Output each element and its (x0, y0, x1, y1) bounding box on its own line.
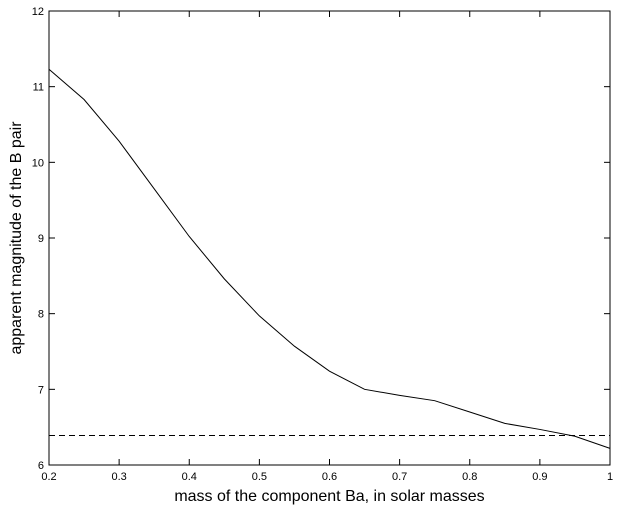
x-tick-label: 0.7 (392, 471, 407, 483)
x-tick-label: 0.5 (252, 471, 267, 483)
y-tick-label: 6 (38, 460, 44, 472)
x-tick-label: 1 (607, 471, 613, 483)
x-axis-label: mass of the component Ba, in solar masse… (174, 488, 484, 505)
y-tick-label: 12 (32, 6, 44, 18)
plot-frame (48, 10, 611, 466)
x-tick-label: 0.6 (322, 471, 337, 483)
y-tick-label: 11 (33, 82, 44, 94)
y-tick-label: 8 (38, 309, 44, 321)
y-tick-label: 10 (32, 157, 44, 169)
y-tick-label: 7 (38, 384, 44, 396)
magnitude-curve-line (48, 68, 611, 449)
x-tick-label: 0.3 (111, 471, 126, 483)
y-axis-label: apparent magnitude of the B pair (8, 121, 25, 355)
x-tick-label: 0.8 (462, 471, 477, 483)
x-tick-label: 0.2 (41, 471, 56, 483)
series-layer (48, 68, 611, 449)
tick-layer: 0.2 0.3 0.4 0.5 0.6 0.7 0.8 0.9 1 6 7 8 9 10 11 12 (32, 6, 613, 483)
y-tick-label: 9 (38, 233, 44, 245)
x-tick-label: 0.4 (182, 471, 197, 483)
x-tick-label: 0.9 (532, 471, 547, 483)
